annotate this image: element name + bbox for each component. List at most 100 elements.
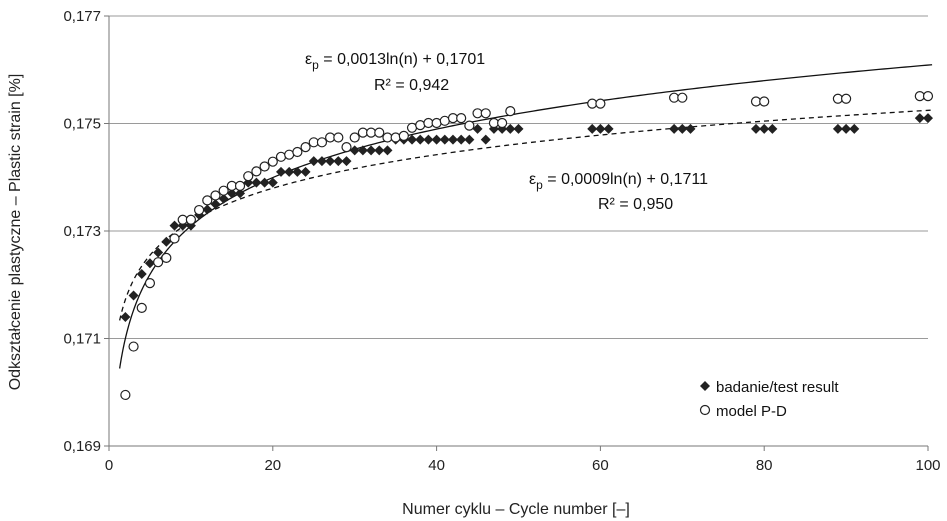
legend: badanie/test result model P-D bbox=[699, 379, 839, 420]
model-pd-point bbox=[341, 142, 352, 153]
model-pd-point bbox=[349, 132, 360, 143]
test-result-point bbox=[292, 166, 303, 177]
test-equation-label: εp = 0,0009ln(n) + 0,1711 bbox=[529, 171, 708, 192]
test-result-point bbox=[341, 156, 352, 167]
test-result-point bbox=[316, 156, 327, 167]
model-r2-label: R² = 0,942 bbox=[374, 77, 449, 94]
test-result-point bbox=[226, 188, 237, 199]
test-result-point bbox=[431, 134, 442, 145]
model-pd-point bbox=[759, 96, 770, 107]
x-tick-label: 20 bbox=[264, 457, 281, 474]
x-tick-label: 0 bbox=[105, 457, 113, 474]
model-pd-point bbox=[415, 120, 426, 131]
model-pd-point bbox=[333, 132, 344, 143]
model-pd-point bbox=[243, 171, 254, 182]
test-result-point bbox=[472, 123, 483, 134]
test-result-point bbox=[595, 123, 606, 134]
test-result-point bbox=[447, 134, 458, 145]
x-tick-label: 100 bbox=[915, 457, 940, 474]
test-eps-symbol: ε bbox=[529, 171, 536, 188]
model-pd-point bbox=[275, 151, 287, 162]
model-pd-point bbox=[292, 146, 303, 158]
model-equation-label: εp = 0,0013ln(n) + 0,1701 bbox=[305, 51, 485, 72]
model-pd-point bbox=[185, 214, 196, 225]
model-pd-point bbox=[202, 195, 213, 206]
test-equation-text: = 0,0009ln(n) + 0,1711 bbox=[543, 171, 708, 188]
test-result-point bbox=[464, 134, 475, 145]
test-result-point bbox=[136, 269, 147, 279]
legend-label-model: model P-D bbox=[716, 403, 787, 420]
x-tick-label: 40 bbox=[428, 457, 445, 474]
model-pd-point bbox=[144, 278, 156, 289]
model-pd-point bbox=[398, 130, 409, 141]
y-tick-label: 0,177 bbox=[63, 8, 101, 25]
model-pd-point bbox=[480, 108, 491, 119]
test-result-point bbox=[128, 290, 139, 301]
test-result-point bbox=[677, 123, 688, 134]
model-pd-point bbox=[136, 302, 147, 313]
test-result-point bbox=[169, 220, 180, 231]
test-result-point bbox=[210, 199, 221, 210]
model-pd-point bbox=[234, 180, 246, 191]
model-eps-symbol: ε bbox=[305, 51, 312, 68]
model-pd-point bbox=[505, 106, 516, 117]
test-result-point bbox=[349, 145, 360, 156]
y-tick-label: 0,169 bbox=[63, 438, 101, 455]
legend-item-test: badanie/test result bbox=[700, 379, 839, 396]
test-result-point bbox=[267, 177, 278, 188]
test-r2-label: R² = 0,950 bbox=[598, 196, 673, 213]
test-result-point bbox=[382, 145, 393, 156]
test-result-point bbox=[767, 123, 778, 134]
test-result-point bbox=[513, 123, 524, 134]
model-pd-point bbox=[267, 156, 278, 167]
test-result-point bbox=[415, 134, 426, 145]
test-result-point bbox=[357, 145, 368, 156]
test-result-point bbox=[284, 166, 295, 177]
model-pd-point bbox=[497, 117, 508, 129]
test-result-point bbox=[423, 134, 434, 145]
test-result-point bbox=[153, 247, 164, 258]
test-result-point bbox=[366, 145, 377, 156]
test-result-point bbox=[325, 156, 336, 167]
test-result-point bbox=[603, 123, 614, 134]
data-points bbox=[120, 90, 934, 401]
y-tick-label: 0,173 bbox=[63, 223, 101, 240]
x-axis-title: Numer cyklu – Cycle number [–] bbox=[402, 501, 630, 518]
model-pd-point bbox=[677, 92, 688, 103]
y-tick-label: 0,175 bbox=[63, 116, 101, 133]
test-result-point bbox=[841, 123, 852, 134]
x-tick-label: 80 bbox=[756, 457, 773, 474]
test-result-point bbox=[120, 312, 131, 322]
test-result-point bbox=[587, 123, 598, 134]
model-eps-subscript: p bbox=[312, 58, 319, 72]
model-pd-point bbox=[218, 185, 229, 196]
test-result-point bbox=[759, 123, 770, 134]
y-axis-title: Odkształcenie plastyczne – Plastic strai… bbox=[7, 74, 24, 391]
test-result-point bbox=[849, 123, 860, 134]
y-tick-label: 0,171 bbox=[63, 331, 101, 348]
test-result-point bbox=[144, 258, 155, 269]
model-pd-point bbox=[456, 113, 467, 124]
test-result-point bbox=[374, 145, 385, 156]
model-pd-point bbox=[840, 93, 852, 104]
model-pd-point bbox=[210, 190, 221, 201]
legend-label-test: badanie/test result bbox=[716, 379, 839, 396]
x-tick-labels: 0 20 40 60 80 100 bbox=[105, 457, 941, 474]
test-result-point bbox=[669, 123, 680, 134]
grid-lines bbox=[109, 15, 928, 339]
test-result-point bbox=[832, 123, 843, 134]
test-result-point bbox=[456, 134, 467, 145]
test-result-point bbox=[300, 166, 311, 177]
test-result-point bbox=[407, 134, 418, 145]
legend-circle-marker bbox=[699, 404, 711, 416]
model-pd-point bbox=[120, 389, 131, 401]
test-result-point bbox=[161, 236, 172, 247]
x-tick-label: 60 bbox=[592, 457, 609, 474]
test-result-point bbox=[923, 113, 933, 124]
test-result-point bbox=[251, 177, 262, 188]
legend-item-model: model P-D bbox=[699, 403, 787, 420]
test-eps-subscript: p bbox=[536, 178, 543, 192]
model-pd-point bbox=[922, 90, 934, 102]
